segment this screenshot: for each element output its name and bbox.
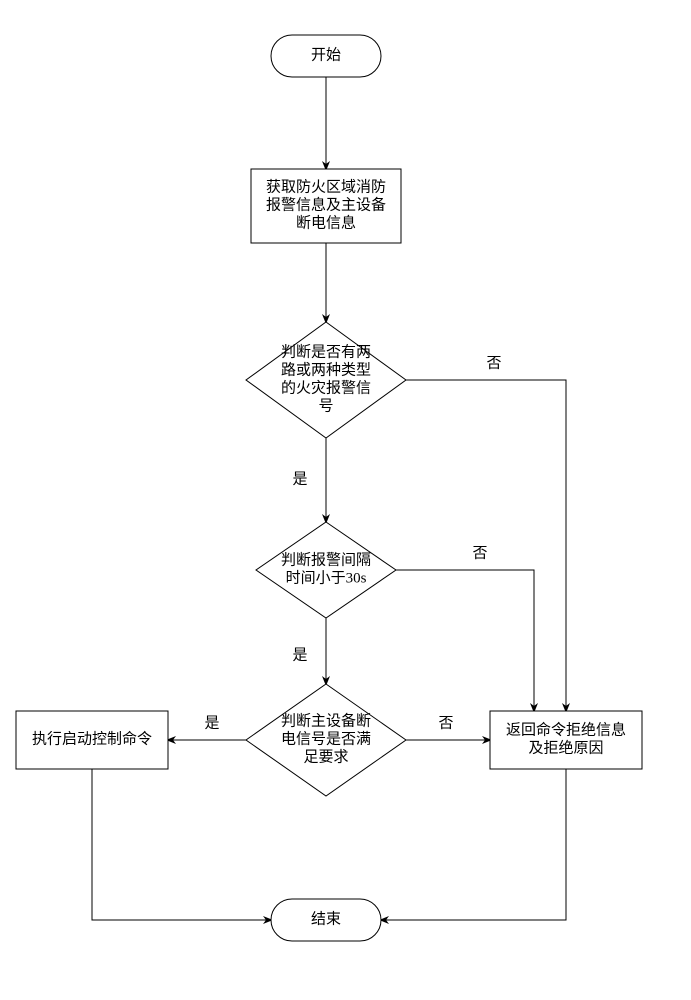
reject-node: 返回命令拒绝信息 及拒绝原因 — [490, 711, 642, 769]
reject-line-0: 返回命令拒绝信息 — [506, 720, 626, 738]
edge-label-d1-no: 否 — [486, 355, 501, 371]
acquire-node: 获取防火区域消防 报警信息及主设备 断电信息 — [251, 169, 401, 243]
flowchart-canvas: 是 否 是 否 是 否 开始 获取防火区域消防 报警信息及主设备 断电信息 — [0, 0, 691, 1000]
start-node: 开始 — [271, 35, 381, 77]
acquire-line-2: 断电信息 — [296, 214, 356, 231]
decision1-node: 判断是否有两 路或两种类型 的火灾报警信 号 — [246, 322, 406, 438]
decision3-line-0: 判断主设备断 — [281, 712, 371, 729]
decision1-line-2: 的火灾报警信 — [281, 379, 371, 396]
decision3-node: 判断主设备断 电信号是否满 足要求 — [246, 684, 406, 796]
decision3-line-2: 足要求 — [303, 748, 348, 765]
reject-line-1: 及拒绝原因 — [528, 739, 603, 756]
edge-label-d1-yes: 是 — [292, 471, 307, 487]
edge-label-d3-yes: 是 — [204, 715, 219, 731]
decision1-line-0: 判断是否有两 — [281, 343, 371, 360]
decision2-line-1: 时间小于30s — [286, 569, 367, 586]
edge-label-d3-no: 否 — [438, 715, 453, 731]
decision1-line-3: 号 — [318, 398, 333, 414]
end-label: 结束 — [311, 910, 341, 927]
nodes: 开始 获取防火区域消防 报警信息及主设备 断电信息 判断是否有两 路或两种类型 … — [16, 35, 642, 941]
edge-label-d2-yes: 是 — [292, 647, 307, 663]
edge-d2-reject-no — [396, 570, 534, 711]
exec-node: 执行启动控制命令 — [16, 711, 168, 769]
exec-line-0: 执行启动控制命令 — [32, 729, 152, 747]
decision2-node: 判断报警间隔 时间小于30s — [256, 522, 396, 618]
edge-reject-end — [381, 769, 566, 920]
acquire-line-1: 报警信息及主设备 — [266, 196, 386, 213]
edge-label-d2-no: 否 — [472, 545, 487, 561]
decision2-line-0: 判断报警间隔 — [281, 551, 371, 568]
start-label: 开始 — [311, 46, 341, 63]
decision3-line-1: 电信号是否满 — [281, 730, 371, 747]
edge-exec-end — [92, 769, 271, 920]
decision1-line-1: 路或两种类型 — [281, 361, 371, 378]
end-node: 结束 — [271, 899, 381, 941]
acquire-line-0: 获取防火区域消防 — [266, 178, 386, 195]
